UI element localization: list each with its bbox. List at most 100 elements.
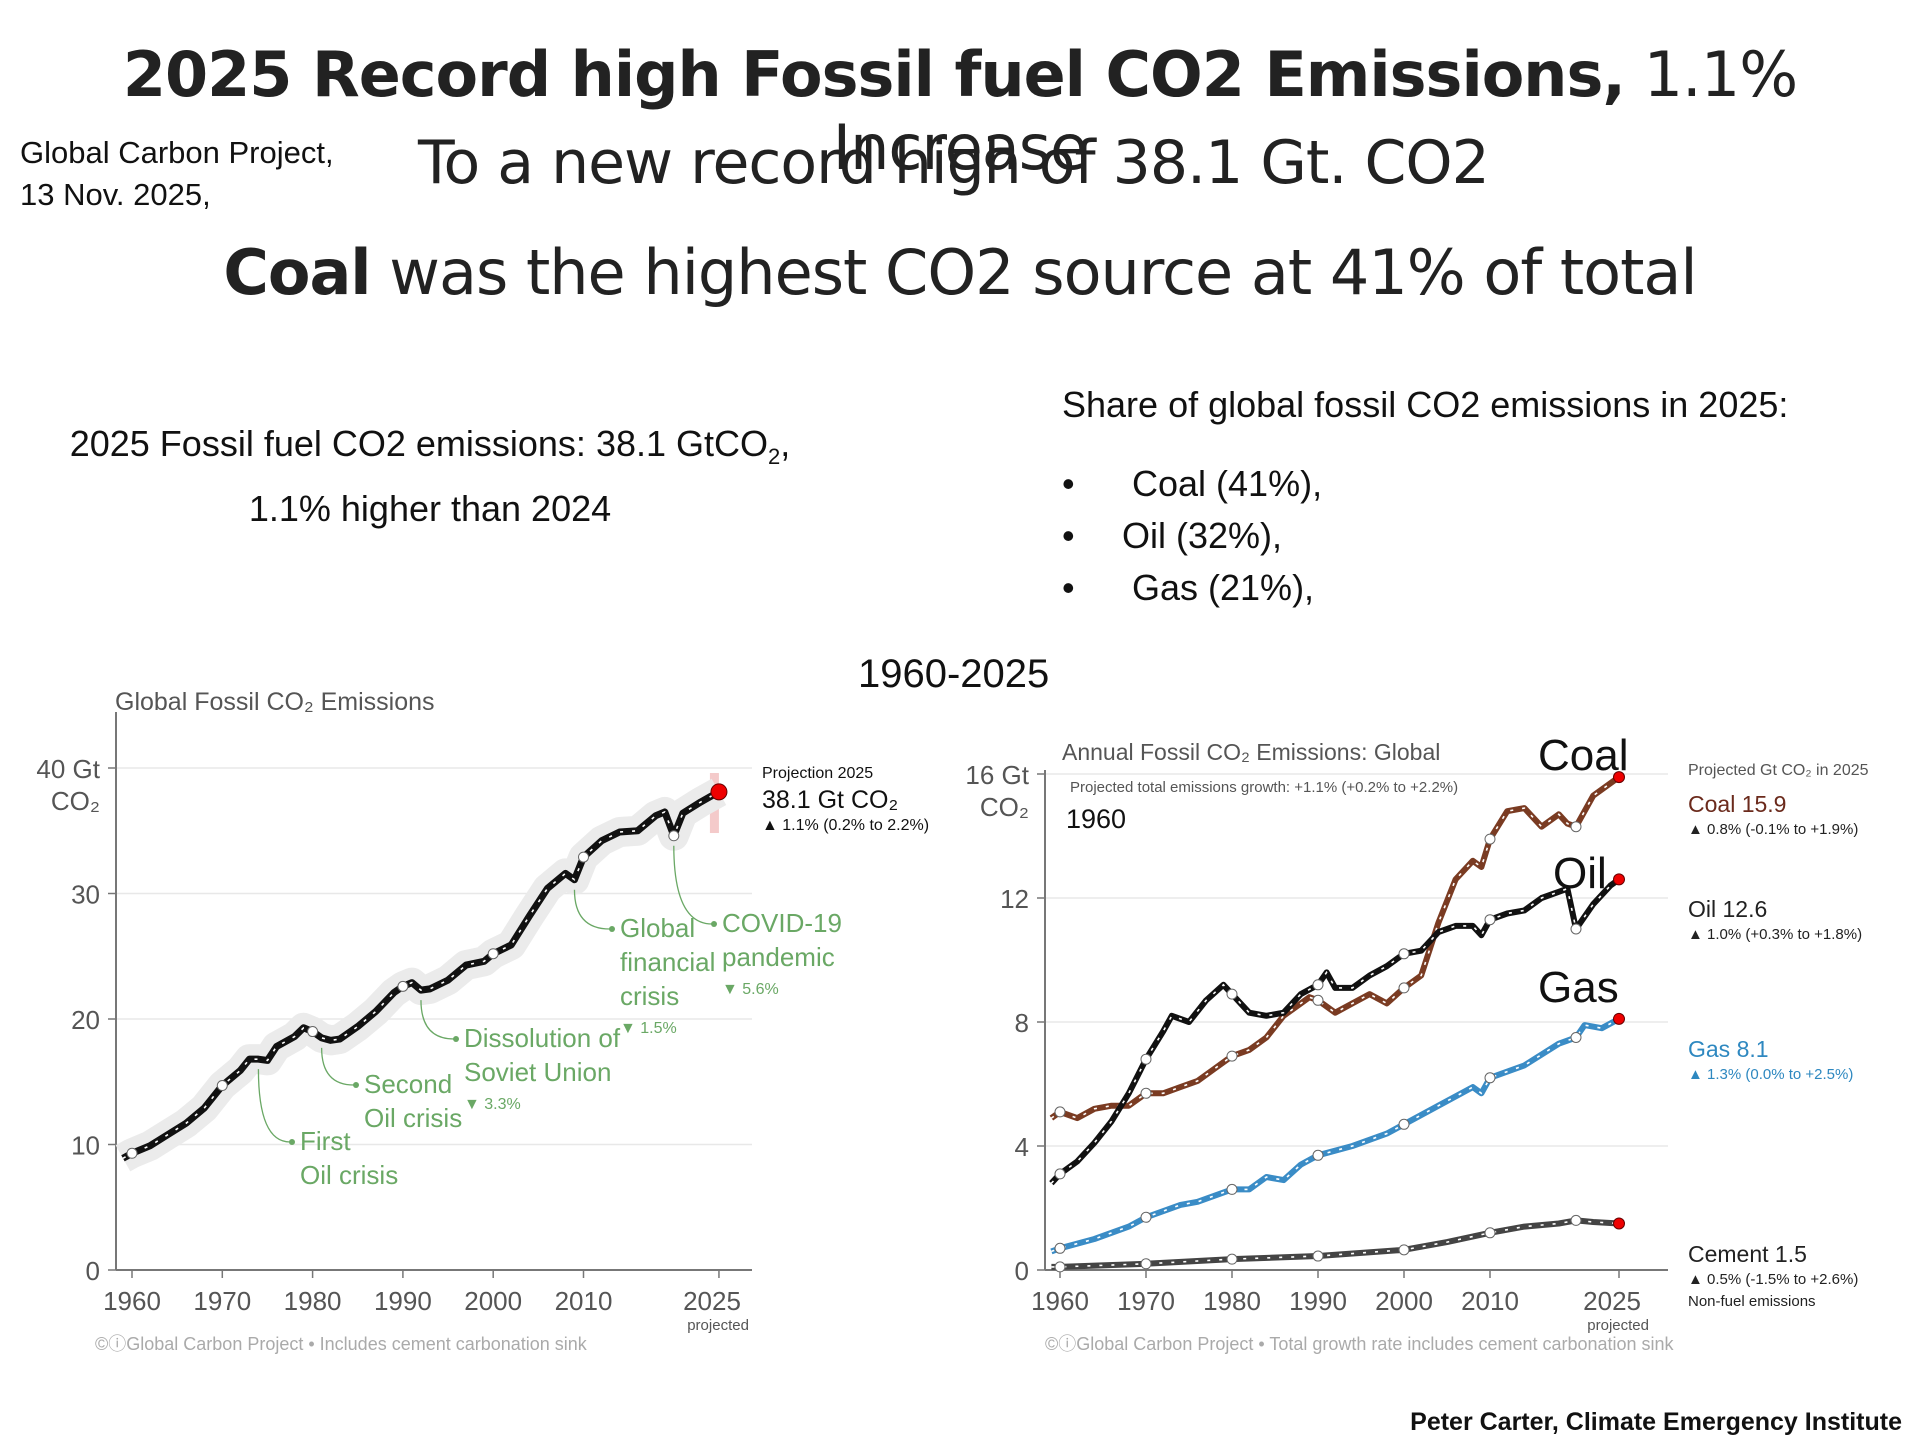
annotation-leader	[420, 1000, 455, 1040]
projection-point	[1613, 1217, 1625, 1230]
decade-marker	[1312, 994, 1324, 1006]
chart-title: Global Fossil CO₂ Emissions	[115, 688, 435, 716]
decade-marker	[668, 830, 680, 842]
decade-marker	[1484, 914, 1496, 926]
projection-value: 38.1 Gt CO₂	[762, 786, 898, 814]
decade-marker	[1226, 1050, 1238, 1062]
page-title: 2025 Record high Fossil fuel CO2 Emissio…	[0, 38, 1920, 184]
decade-marker	[1570, 1214, 1582, 1226]
x-tick-label: 1990	[374, 1286, 432, 1316]
annotation-leader	[573, 889, 611, 930]
x-tick-label: 2025	[1583, 1286, 1641, 1316]
summary-text: 2025 Fossil fuel CO2 emissions: 38.1 GtC…	[69, 423, 769, 464]
legend-change-cement: ▲ 0.5% (-1.5% to +2.6%)	[1688, 1271, 1858, 1288]
decade-marker	[1226, 988, 1238, 1000]
y-unit-label: 16 Gt	[965, 760, 1029, 790]
series-line-oil	[1049, 876, 1621, 1186]
y-unit-co2: CO₂	[51, 786, 100, 816]
source-citation: Global Carbon Project, 13 Nov. 2025,	[20, 132, 334, 216]
x-tick-label: 1970	[1117, 1286, 1175, 1316]
share-label: Coal (41%),	[1132, 463, 1323, 504]
decade-marker	[1312, 1250, 1324, 1262]
y-tick-label: 0	[1015, 1256, 1029, 1286]
overlay-label-gas: Gas	[1538, 963, 1619, 1012]
annotation-label: crisis	[620, 981, 679, 1011]
annotation-label: First	[300, 1126, 351, 1156]
x-tick-label: 1960	[1031, 1286, 1089, 1316]
decade-marker	[1398, 1244, 1410, 1256]
x-tick-label: 1980	[284, 1286, 342, 1316]
annotation-label: COVID-19	[722, 908, 842, 938]
projection-point	[1613, 1012, 1625, 1025]
legend-value-cement: Cement 1.5	[1688, 1241, 1807, 1267]
annotation-dot	[609, 926, 615, 932]
y-tick-label: 4	[1015, 1132, 1029, 1162]
decade-marker	[1484, 833, 1496, 845]
decade-marker	[1570, 821, 1582, 833]
annotation-change: ▼ 1.5%	[620, 1020, 677, 1037]
x-tick-note: projected	[1587, 1317, 1649, 1334]
chart-footer: ©ⓘGlobal Carbon Project • Total growth r…	[1045, 1334, 1675, 1354]
decade-marker	[1484, 1227, 1496, 1239]
decade-marker	[1484, 1072, 1496, 1084]
y-tick-label: 10	[71, 1131, 100, 1161]
annotation-change: ▼ 3.3%	[464, 1096, 521, 1113]
annotation-label: pandemic	[722, 942, 835, 972]
y-tick-label: 0	[86, 1256, 100, 1286]
annotation-label: Global	[620, 913, 695, 943]
emissions-summary: 2025 Fossil fuel CO2 emissions: 38.1 GtC…	[0, 418, 860, 535]
decade-marker	[397, 980, 409, 992]
decade-marker	[1312, 1149, 1324, 1161]
annotation-label: Dissolution of	[464, 1023, 621, 1053]
decade-marker	[1140, 1211, 1152, 1223]
subscript: 2	[768, 444, 781, 470]
bullet: •	[1062, 463, 1075, 504]
decade-marker	[1226, 1183, 1238, 1195]
decade-marker	[1054, 1261, 1066, 1273]
series-dots	[1051, 1018, 1620, 1253]
x-tick-label: 1990	[1289, 1286, 1347, 1316]
overlay-year: 1960	[1066, 804, 1126, 834]
decade-marker	[307, 1026, 319, 1038]
series-line-cement	[1051, 1217, 1620, 1270]
y-unit-co2: CO₂	[980, 792, 1029, 822]
decade-marker	[126, 1147, 138, 1159]
annotation-label: financial	[620, 947, 715, 977]
title-bold: 2025 Record high Fossil fuel CO2 Emissio…	[122, 38, 1626, 111]
projection-change: ▲ 1.1% (0.2% to 2.2%)	[762, 817, 929, 834]
series-dots	[1050, 776, 1620, 1119]
annotation-leader	[257, 1069, 291, 1143]
share-item-coal: • Coal (41%),	[1062, 458, 1322, 510]
y-tick-label: 12	[1000, 884, 1029, 914]
author-byline: Peter Carter, Climate Emergency Institut…	[1410, 1408, 1902, 1436]
coal-rest: was the highest CO2 source at 41% of tot…	[370, 236, 1697, 309]
title-rest: 1.1% Increase	[832, 38, 1798, 184]
decade-marker	[1570, 923, 1582, 935]
decade-marker	[216, 1080, 228, 1092]
share-label: Oil (32%),	[1122, 515, 1283, 556]
projection-point	[1613, 771, 1625, 784]
bullet: •	[1062, 515, 1075, 556]
annotation-label: Oil crisis	[300, 1160, 398, 1190]
x-tick-label: 2000	[1375, 1286, 1433, 1316]
legend-change-oil: ▲ 1.0% (+0.3% to +1.8%)	[1688, 926, 1862, 943]
x-tick-note: projected	[687, 1317, 749, 1334]
decade-marker	[578, 851, 589, 863]
decade-marker	[1570, 1032, 1582, 1043]
legend-value-gas: Gas 8.1	[1688, 1036, 1769, 1062]
subtitle: To a new record high of 38.1 Gt. CO2	[418, 128, 1490, 198]
annotation-dot	[353, 1082, 359, 1088]
annotation-leader	[673, 845, 713, 925]
decade-marker	[1054, 1106, 1066, 1118]
projection-heading: Projection 2025	[762, 765, 873, 782]
series-line-gas	[1050, 1016, 1621, 1255]
legend-change-gas: ▲ 1.3% (0.0% to +2.5%)	[1688, 1066, 1853, 1083]
x-tick-label: 2010	[1461, 1286, 1519, 1316]
summary-line-1: 2025 Fossil fuel CO2 emissions: 38.1 GtC…	[0, 418, 860, 483]
series-dots	[1050, 878, 1620, 1184]
summary-end: ,	[780, 423, 791, 464]
bullet: •	[1062, 567, 1075, 608]
summary-line-2: 1.1% higher than 2024	[248, 488, 612, 530]
source-line-1: Global Carbon Project,	[20, 135, 334, 170]
